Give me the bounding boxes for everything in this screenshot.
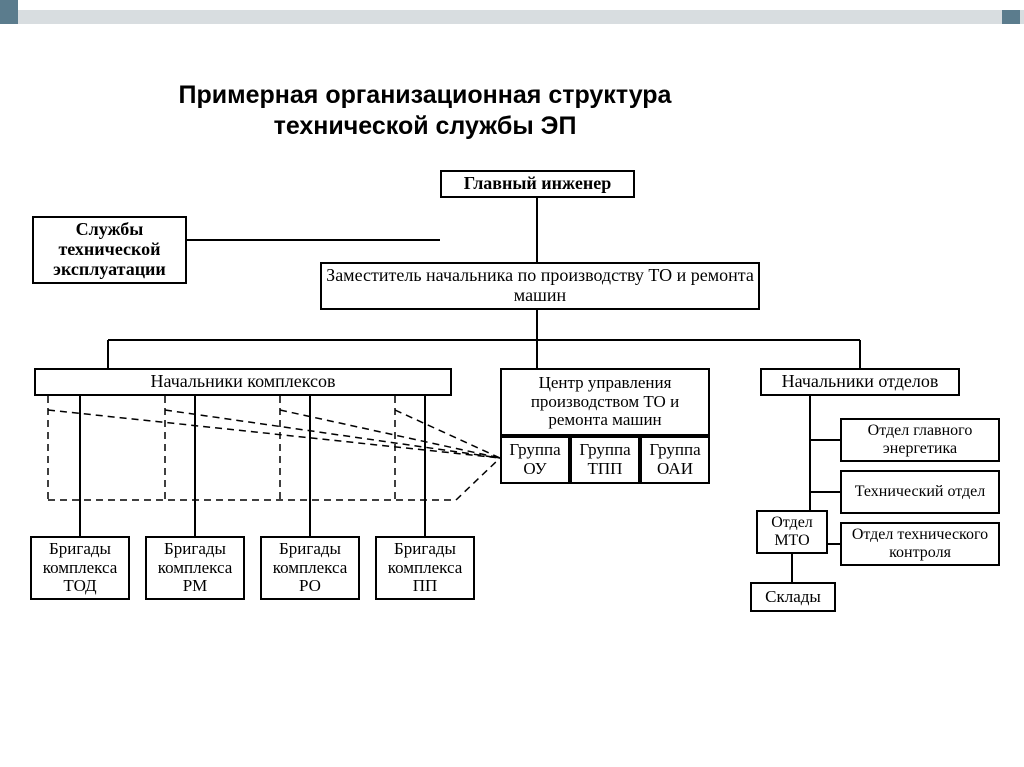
node-brigade_ro: Бригады комплекса РО (260, 536, 360, 600)
node-dept_tech: Технический отдел (840, 470, 1000, 514)
node-brigade_tod: Бригады комплекса ТОД (30, 536, 130, 600)
header-accent-left (0, 0, 18, 24)
node-group_tpp: Группа ТПП (570, 436, 640, 484)
node-dept_energy: Отдел главного энергетика (840, 418, 1000, 462)
node-dept_mto: Отдел МТО (756, 510, 828, 554)
node-brigade_pp: Бригады комплекса ПП (375, 536, 475, 600)
node-group_oai: Группа ОАИ (640, 436, 710, 484)
node-brigade_rm: Бригады комплекса РМ (145, 536, 245, 600)
node-control_center: Центр управления производством ТО и ремо… (500, 368, 710, 436)
diagram-title: Примерная организационная структура техн… (105, 80, 745, 143)
node-deputy: Заместитель начальника по производству Т… (320, 262, 760, 310)
node-group_ou: Группа ОУ (500, 436, 570, 484)
node-chief_engineer: Главный инженер (440, 170, 635, 198)
node-dept_control: Отдел технического контроля (840, 522, 1000, 566)
node-tech_exploitation: Службы технической эксплуатации (32, 216, 187, 284)
node-warehouses: Склады (750, 582, 836, 612)
header-strip (18, 10, 1024, 24)
node-complex_heads: Начальники комплексов (34, 368, 452, 396)
node-dept_heads: Начальники отделов (760, 368, 960, 396)
header-accent-right (1002, 10, 1020, 24)
